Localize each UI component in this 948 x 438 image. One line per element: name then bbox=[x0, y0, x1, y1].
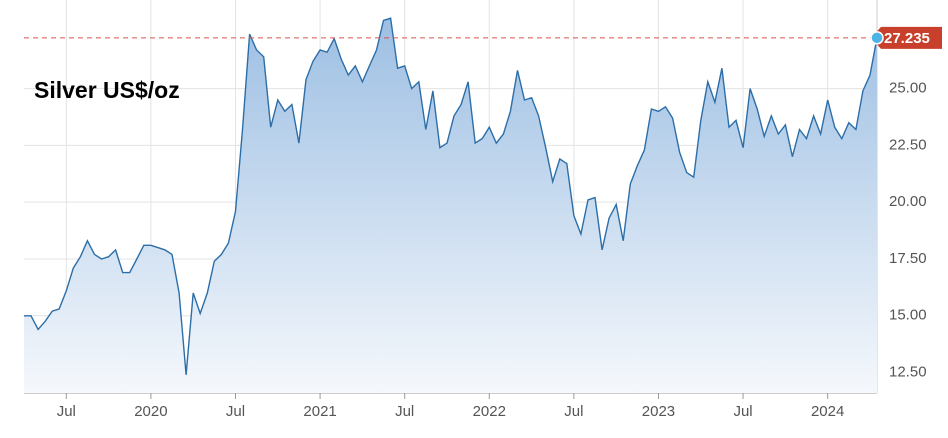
x-tick-label: Jul bbox=[733, 403, 752, 420]
value-badge bbox=[871, 26, 942, 49]
y-tick-label: 20.00 bbox=[889, 193, 927, 210]
x-tick-label: 2023 bbox=[642, 403, 675, 420]
x-tick-label: 2022 bbox=[473, 403, 506, 420]
y-tick-label: 22.50 bbox=[889, 136, 927, 153]
y-tick-label: 15.00 bbox=[889, 307, 927, 324]
x-tick-label: 2024 bbox=[811, 403, 844, 420]
x-tick-label: Jul bbox=[226, 403, 245, 420]
x-tick-label: Jul bbox=[395, 403, 414, 420]
x-tick-label: Jul bbox=[57, 403, 76, 420]
last-point bbox=[870, 31, 884, 45]
area bbox=[24, 18, 877, 393]
y-tick-label: 25.00 bbox=[889, 80, 927, 97]
chart-title: Silver US$/oz bbox=[34, 77, 180, 103]
x-tick-label: 2021 bbox=[303, 403, 336, 420]
x-tick-label: Jul bbox=[564, 403, 583, 420]
y-tick-label: 12.50 bbox=[889, 364, 927, 381]
last-value-label: 27.235 bbox=[884, 30, 930, 47]
x-tick-label: 2020 bbox=[134, 403, 167, 420]
line bbox=[24, 17, 878, 375]
y-tick-label: 17.50 bbox=[889, 250, 927, 267]
